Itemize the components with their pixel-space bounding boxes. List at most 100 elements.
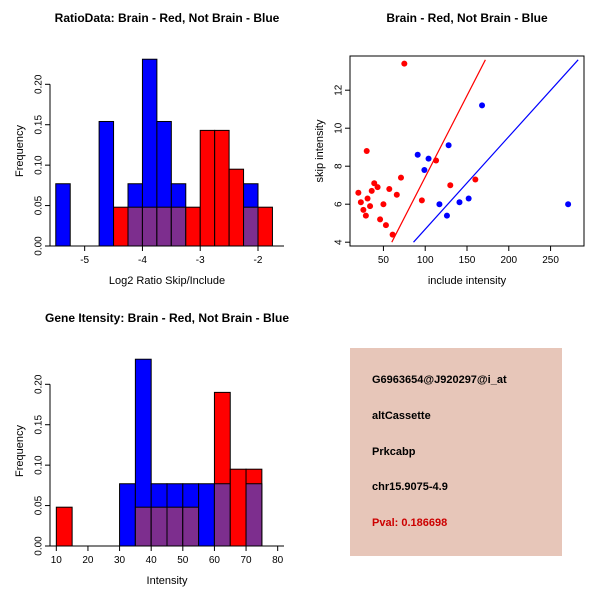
y-axis-label: Frequency [14,125,26,177]
hist-bar-red [55,506,73,547]
x-tick-label: 80 [272,555,284,566]
hist-bar-red [199,129,216,247]
plot-box [349,55,585,247]
hist-bar-red [229,468,247,547]
y-tick-label: 0.10 [34,155,45,175]
hist-bar-blue [119,483,136,547]
x-axis-label: include intensity [428,275,507,287]
hist-bar-purple [170,206,187,247]
y-axis-label: skip intensity [314,119,326,182]
y-tick-label: 6 [334,201,345,207]
data-point-red [362,212,369,219]
y-tick-label: 0.15 [34,115,45,135]
intensity-scatter-chart: 50 100 150 200 250 4 6 8 10 12 include intensity sk… [314,11,585,287]
hist-bar-blue [98,120,115,247]
data-point-red [418,197,425,204]
chart-title: Gene Itensity: Brain - Red, Not Brain - … [45,311,289,325]
y-tick-label: 0.20 [34,374,45,394]
x-tick-label: 50 [177,555,189,566]
chart-title: Brain - Red, Not Brain - Blue [386,11,548,25]
fit-line-red [391,59,486,243]
fit-line-blue [413,59,579,243]
x-tick-label: -4 [138,255,147,266]
data-point-red [377,216,384,223]
hist-bar-purple [156,206,172,247]
y-tick-label: 0.00 [34,536,45,556]
x-tick-label: 30 [114,555,126,566]
info-line: chr15.9075-4.9 [372,481,448,494]
x-tick-label: -2 [254,255,263,266]
x-tick-label: 10 [51,555,63,566]
data-point-red [374,184,381,191]
x-tick-label: 150 [459,255,476,266]
data-point-blue [414,151,421,158]
hist-bar-purple [150,506,168,547]
data-point-red [389,231,396,238]
intensity-scatter-panel: 50 100 150 200 250 4 6 8 10 12 include intensity sk… [300,0,600,300]
x-tick-label: 200 [500,255,517,266]
data-point-red [368,187,375,194]
data-point-blue [443,212,450,219]
gene-info-box: G6963654@J920297@i_at altCassette Prkcabp c… [350,348,562,556]
info-line: Pval: 0.186698 [372,517,448,529]
hist-bar-blue [198,483,215,547]
data-point-blue [421,167,428,173]
data-point-red [447,182,454,189]
info-line: Prkcabp [372,445,416,458]
data-point-red [367,203,374,210]
hist-bar-purple [245,483,263,547]
gene-info-panel: G6963654@J920297@i_at altCassette Prkcabp c… [300,300,600,600]
y-tick-label: 0.15 [34,415,45,435]
hist-bar-blue [55,183,71,247]
chart-title: RatioData: Brain - Red, Not Brain - Blue [55,11,280,25]
data-point-blue [436,201,443,208]
y-tick-label: 0.00 [34,236,45,256]
x-axis-label: Log2 Ratio Skip/Include [109,275,225,287]
info-line: G6963654@J920297@i_at [372,374,507,386]
x-tick-label: -5 [80,255,89,266]
x-tick-label: 250 [542,255,559,266]
hist-bar-red [228,168,245,247]
y-tick-label: 0.10 [34,455,45,475]
data-point-red [472,176,479,183]
x-tick-label: -3 [196,255,205,266]
y-tick-label: 8 [334,163,345,169]
data-point-red [397,174,404,181]
data-point-blue [456,199,463,206]
data-point-blue [445,142,452,149]
data-point-blue [565,201,572,208]
data-point-red [401,60,408,67]
data-point-red [364,195,371,202]
y-tick-label: 10 [334,122,345,134]
data-point-blue [465,195,472,202]
y-tick-label: 0.20 [34,74,45,94]
hist-bar-purple [243,206,259,247]
hist-bar-purple [141,206,158,247]
x-tick-label: 60 [209,555,221,566]
x-tick-label: 20 [82,555,94,566]
data-point-red [393,191,400,198]
gene-histogram-panel: 10 20 30 40 50 60 70 80 0.00 0.05 0.10 0.15 0.20 Inte… [0,300,300,600]
data-point-red [386,186,393,192]
ratio-histogram-chart: -5 -4 -3 -2 0.00 0.05 0.10 0.15 0.20 Log2 Ratio S… [14,11,284,287]
y-tick-label: 12 [334,84,345,96]
hist-bar-purple [166,506,184,547]
ratio-histogram-panel: -5 -4 -3 -2 0.00 0.05 0.10 0.15 0.20 Log2 Ratio S… [0,0,300,300]
hist-bar-red [113,206,129,247]
hist-bar-purple [134,506,152,547]
hist-bar-purple [127,206,143,247]
info-line: altCassette [372,409,431,422]
data-point-red [357,199,364,206]
x-tick-label: 70 [240,555,252,566]
gene-histogram-chart: 10 20 30 40 50 60 70 80 0.00 0.05 0.10 0.15 0.20 Inte… [14,311,289,587]
hist-bar-purple [182,506,200,547]
hist-bar-purple [213,483,231,547]
data-point-red [382,222,389,229]
x-tick-label: 40 [146,555,158,566]
data-point-blue [425,155,432,162]
x-axis-label: Intensity [147,575,188,587]
y-tick-label: 0.05 [34,495,45,515]
data-point-red [433,157,440,164]
data-point-blue [479,102,486,109]
